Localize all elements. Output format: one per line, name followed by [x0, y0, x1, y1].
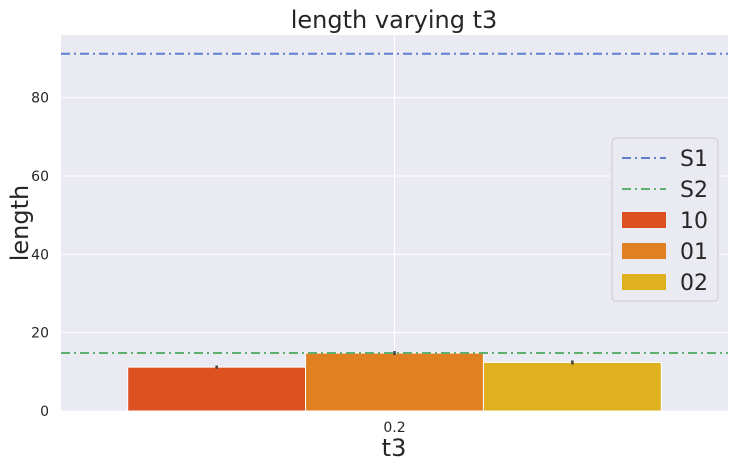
- chart-title: length varying t3: [291, 6, 498, 34]
- legend: S1 S2 10 01 02: [611, 137, 719, 302]
- y-axis-label: length: [6, 185, 34, 262]
- y-tick-label: 40: [31, 247, 49, 263]
- bar-02: [482, 361, 662, 412]
- legend-label-01: 01: [680, 240, 708, 265]
- error-bars: [215, 351, 574, 369]
- x-axis-label: t3: [382, 434, 407, 462]
- y-tick-label: 80: [31, 91, 49, 107]
- bar-01: [305, 352, 484, 412]
- reference-lines: [61, 52, 728, 355]
- y-tick-labels: 0 20 40 60 80: [31, 91, 49, 420]
- legend-swatch-01: [622, 243, 666, 259]
- x-tick-label: 0.2: [383, 420, 405, 436]
- bars: [127, 352, 662, 412]
- legend-swatch-10: [622, 212, 666, 228]
- x-tick-labels: 0.2: [383, 420, 405, 436]
- y-tick-label: 20: [31, 326, 49, 342]
- legend-label-02: 02: [680, 271, 708, 296]
- legend-swatch-02: [622, 274, 666, 290]
- legend-label-S2: S2: [680, 178, 708, 203]
- y-tick-label: 60: [31, 169, 49, 185]
- bar-10: [127, 366, 307, 412]
- legend-label-10: 10: [680, 209, 708, 234]
- legend-label-S1: S1: [680, 147, 708, 172]
- y-tick-label: 0: [40, 404, 49, 420]
